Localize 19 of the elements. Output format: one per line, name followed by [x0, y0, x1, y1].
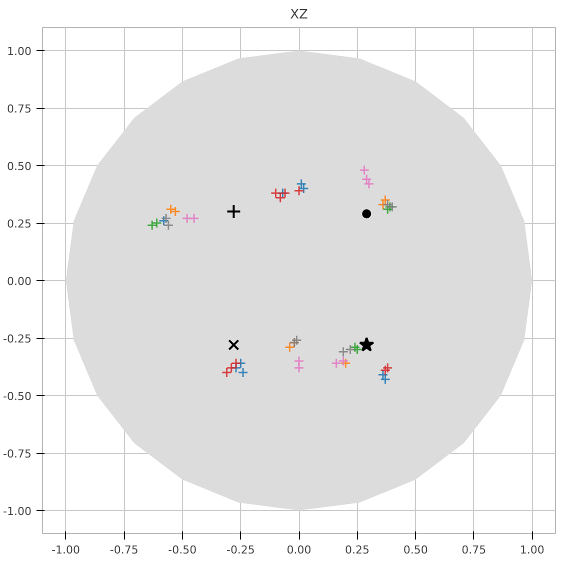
x-tick-label: 0.75: [462, 544, 486, 556]
chart-title: XZ: [290, 8, 308, 22]
x-tick-label: 1.00: [520, 544, 544, 556]
x-tick-label: 0.00: [286, 544, 312, 556]
y-tick-label: 1.00: [7, 45, 32, 58]
y-tick-label: 0.75: [7, 102, 32, 116]
y-tick-label: -0.50: [3, 390, 32, 403]
y-tick-label: -1.00: [3, 505, 32, 518]
y-tick-label: -0.25: [3, 332, 32, 346]
x-tick-label: -0.25: [226, 544, 255, 556]
x-tick-label: -0.50: [168, 544, 197, 556]
y-tick-label: -0.75: [3, 448, 32, 460]
x-tick-label: 0.50: [403, 544, 428, 556]
x-tick-label: -0.75: [110, 544, 138, 556]
x-tick-label: -1.00: [52, 544, 80, 556]
x-tick-label: 0.25: [345, 544, 370, 556]
y-tick-label: 0.25: [7, 218, 32, 230]
y-tick-label: 0.50: [7, 160, 32, 173]
y-tick-label: 0.00: [7, 275, 32, 288]
